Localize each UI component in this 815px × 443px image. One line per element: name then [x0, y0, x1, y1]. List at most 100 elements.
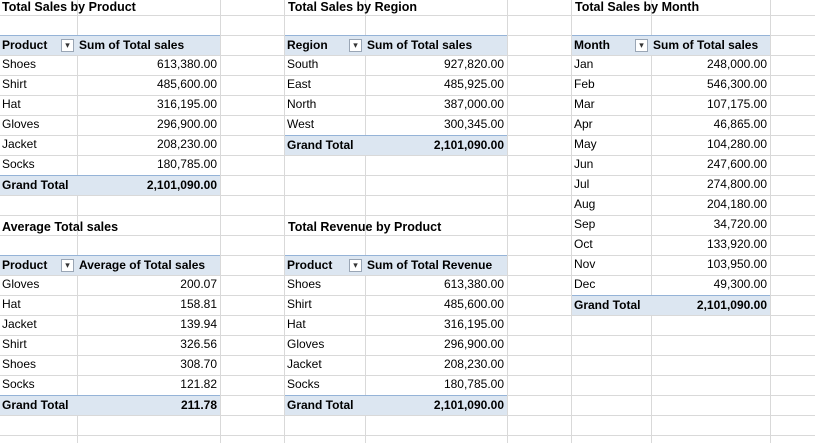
pivot-grand-total-row[interactable]: Grand Total 2,101,090.00: [0, 175, 220, 195]
filter-dropdown-icon[interactable]: ▾: [61, 259, 74, 272]
pivot-row[interactable]: South 927,820.00: [285, 55, 507, 75]
pivot-grand-total-row[interactable]: Grand Total 2,101,090.00: [285, 395, 507, 415]
pivot-row[interactable]: Shirt 485,600.00: [0, 75, 220, 95]
pivot-row-value: 296,900.00: [156, 117, 217, 131]
pivot-title-month-sales: Total Sales by Month: [575, 0, 700, 14]
pivot-row[interactable]: Jacket 208,230.00: [0, 135, 220, 155]
pivot-row[interactable]: Gloves 296,900.00: [0, 115, 220, 135]
pivot-row[interactable]: North 387,000.00: [285, 95, 507, 115]
pivot-row[interactable]: Shoes 613,380.00: [285, 275, 507, 295]
pivot-table-region-sales[interactable]: Region ▾ Sum of Total sales South 927,820.00…: [285, 35, 507, 155]
pivot-row[interactable]: Jan 248,000.00: [572, 55, 770, 75]
pivot-grand-total-row[interactable]: Grand Total 211.78: [0, 395, 220, 415]
pivot-header-row: Product ▾ Sum of Total Revenue: [285, 255, 507, 275]
pivot-row[interactable]: May 104,280.00: [572, 135, 770, 155]
pivot-row[interactable]: Gloves 296,900.00: [285, 335, 507, 355]
pivot-row[interactable]: Jul 274,800.00: [572, 175, 770, 195]
pivot-table-average-sales[interactable]: Product ▾ Average of Total sales Gloves 200.…: [0, 255, 220, 415]
pivot-header-row: Region ▾ Sum of Total sales: [285, 35, 507, 55]
pivot-row-label: Hat: [2, 97, 21, 111]
pivot-row-label: Socks: [2, 157, 35, 171]
pivot-row[interactable]: Sep 34,720.00: [572, 215, 770, 235]
value-field-header[interactable]: Average of Total sales: [79, 258, 206, 272]
pivot-row-label: South: [287, 57, 319, 71]
pivot-row[interactable]: Apr 46,865.00: [572, 115, 770, 135]
sort-filter-dropdown-icon[interactable]: ▾: [349, 259, 362, 272]
value-field-header[interactable]: Sum of Total sales: [653, 38, 759, 52]
pivot-row-label: Socks: [2, 377, 35, 391]
pivot-row-label: Feb: [574, 77, 595, 91]
pivot-row[interactable]: Hat 316,195.00: [0, 95, 220, 115]
pivot-row[interactable]: Shirt 326.56: [0, 335, 220, 355]
pivot-row-value: 103,950.00: [706, 257, 767, 271]
pivot-row[interactable]: Aug 204,180.00: [572, 195, 770, 215]
pivot-row-label: Jacket: [2, 317, 37, 331]
pivot-row[interactable]: Socks 180,785.00: [0, 155, 220, 175]
pivot-row[interactable]: Socks 121.82: [0, 375, 220, 395]
pivot-row-value: 300,345.00: [443, 117, 504, 131]
grand-total-value: 211.78: [180, 398, 217, 412]
pivot-row[interactable]: Nov 103,950.00: [572, 255, 770, 275]
grand-total-value: 2,101,090.00: [433, 398, 504, 412]
pivot-row[interactable]: Feb 546,300.00: [572, 75, 770, 95]
pivot-row-value: 104,280.00: [706, 137, 767, 151]
pivot-row-value: 316,195.00: [443, 317, 504, 331]
pivot-table-month-sales[interactable]: Month ▾ Sum of Total sales Jan 248,000.00 Feb…: [572, 35, 770, 315]
row-field-header[interactable]: Product: [2, 258, 48, 272]
pivot-row[interactable]: Dec 49,300.00: [572, 275, 770, 295]
pivot-row-label: Jan: [574, 57, 594, 71]
pivot-row-value: 107,175.00: [706, 97, 767, 111]
pivot-grand-total-row[interactable]: Grand Total 2,101,090.00: [285, 135, 507, 155]
pivot-row[interactable]: Shirt 485,600.00: [285, 295, 507, 315]
pivot-row[interactable]: Shoes 613,380.00: [0, 55, 220, 75]
pivot-row-label: West: [287, 117, 315, 131]
pivot-row-label: Hat: [2, 297, 21, 311]
pivot-row[interactable]: Jacket 208,230.00: [285, 355, 507, 375]
filter-dropdown-icon[interactable]: ▾: [635, 39, 648, 52]
row-field-header[interactable]: Product: [287, 258, 333, 272]
pivot-row[interactable]: Mar 107,175.00: [572, 95, 770, 115]
row-field-header[interactable]: Month: [574, 38, 610, 52]
pivot-table-product-revenue[interactable]: Product ▾ Sum of Total Revenue Shoes 613,380…: [285, 255, 507, 415]
pivot-row-value: 485,600.00: [443, 297, 504, 311]
pivot-row[interactable]: Shoes 308.70: [0, 355, 220, 375]
pivot-row[interactable]: East 485,925.00: [285, 75, 507, 95]
pivot-row[interactable]: Jun 247,600.00: [572, 155, 770, 175]
pivot-row-value: 308.70: [180, 357, 217, 371]
pivot-row-label: Gloves: [2, 277, 40, 291]
pivot-row-label: Jun: [574, 157, 594, 171]
pivot-row[interactable]: Gloves 200.07: [0, 275, 220, 295]
pivot-row-value: 200.07: [180, 277, 217, 291]
pivot-row-label: Gloves: [2, 117, 40, 131]
pivot-row-label: North: [287, 97, 317, 111]
value-field-header[interactable]: Sum of Total sales: [367, 38, 473, 52]
pivot-row-value: 133,920.00: [706, 237, 767, 251]
pivot-row-label: Nov: [574, 257, 596, 271]
pivot-row[interactable]: West 300,345.00: [285, 115, 507, 135]
pivot-row-label: Sep: [574, 217, 596, 231]
column-gridline: [220, 0, 221, 443]
sort-filter-dropdown-icon[interactable]: ▾: [349, 39, 362, 52]
pivot-row-value: 34,720.00: [713, 217, 767, 231]
pivot-row[interactable]: Hat 158.81: [0, 295, 220, 315]
pivot-grand-total-row[interactable]: Grand Total 2,101,090.00: [572, 295, 770, 315]
row-field-header[interactable]: Product: [2, 38, 48, 52]
pivot-row[interactable]: Oct 133,920.00: [572, 235, 770, 255]
pivot-row[interactable]: Socks 180,785.00: [285, 375, 507, 395]
value-field-header[interactable]: Sum of Total sales: [79, 38, 185, 52]
pivot-title-average-sales: Average Total sales: [2, 220, 119, 234]
column-gridline: [770, 0, 771, 443]
pivot-row-label: Shoes: [2, 57, 37, 71]
row-field-header[interactable]: Region: [287, 38, 328, 52]
value-field-header[interactable]: Sum of Total Revenue: [367, 258, 493, 272]
sort-filter-dropdown-icon[interactable]: ▾: [61, 39, 74, 52]
pivot-row-value: 204,180.00: [706, 197, 767, 211]
pivot-row-value: 546,300.00: [706, 77, 767, 91]
pivot-table-product-sales[interactable]: Product ▾ Sum of Total sales Shoes 613,380.0…: [0, 35, 220, 195]
pivot-row[interactable]: Hat 316,195.00: [285, 315, 507, 335]
pivot-row[interactable]: Jacket 139.94: [0, 315, 220, 335]
pivot-row-value: 208,230.00: [443, 357, 504, 371]
grand-total-label: Grand Total: [2, 398, 69, 412]
pivot-row-value: 387,000.00: [443, 97, 504, 111]
